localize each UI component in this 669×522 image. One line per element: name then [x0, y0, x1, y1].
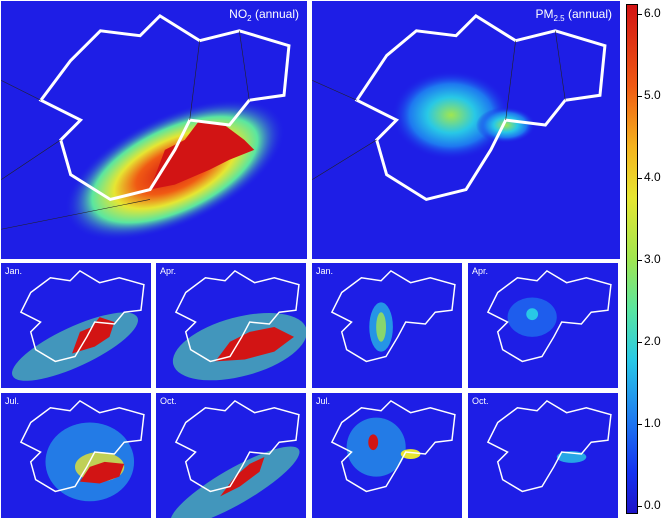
panel-pm25-jul: Jul. — [311, 392, 463, 519]
colorbar-tick: 1.0 — [644, 416, 661, 430]
tick-mark — [638, 342, 642, 343]
colorbar — [626, 4, 638, 514]
map — [12, 269, 145, 381]
month-label: Apr. — [472, 266, 489, 276]
map — [172, 269, 306, 381]
tick-mark — [638, 178, 642, 179]
panel-no2-jan: Jan. — [0, 262, 152, 389]
month-label: Jan. — [316, 266, 334, 276]
panel-title-pm25: PM2.5 (annual) — [535, 7, 613, 23]
panel-pm25-annual: PM2.5 (annual) — [311, 0, 621, 260]
month-label: Oct. — [472, 396, 489, 406]
colorbar-tick: 6.0 — [644, 6, 661, 20]
tick-mark — [638, 14, 642, 15]
colorbar-tick: 2.0 — [644, 334, 661, 348]
panel-no2-annual: NO2 (annual) — [0, 0, 308, 260]
boundary-lines — [312, 30, 566, 180]
map — [170, 399, 300, 518]
month-label: Jan. — [5, 266, 23, 276]
boundary-lines — [1, 30, 250, 230]
tick-mark — [638, 260, 642, 261]
panel-no2-oct: Oct. — [155, 392, 307, 519]
panel-pm25-apr: Apr. — [467, 262, 619, 389]
month-label: Apr. — [160, 266, 177, 276]
panel-no2-apr: Apr. — [155, 262, 307, 389]
panel-pm25-oct: Oct. — [467, 392, 619, 519]
colorbar-tick: 5.0 — [644, 88, 661, 102]
colorbar-tick: 4.0 — [644, 170, 661, 184]
pm25-annual-map — [312, 13, 607, 202]
pm25-plume-2 — [475, 107, 536, 143]
month-label: Oct. — [160, 396, 177, 406]
map — [486, 269, 612, 363]
pm25-plume — [391, 70, 511, 160]
no2-hotspot — [150, 120, 255, 190]
colorbar-tick: 0.0 — [644, 498, 661, 512]
panel-pm25-jan: Jan. — [311, 262, 463, 389]
tick-mark — [638, 506, 642, 507]
month-label: Jul. — [316, 396, 331, 406]
panel-no2-jul: Jul. — [0, 392, 152, 519]
panel-title-no2: NO2 (annual) — [229, 7, 299, 23]
map — [486, 399, 612, 493]
month-label: Jul. — [5, 396, 20, 406]
colorbar-tick: 3.0 — [644, 252, 661, 266]
tick-mark — [638, 96, 642, 97]
map — [330, 399, 456, 493]
map — [330, 269, 456, 363]
region-outline — [354, 13, 607, 202]
map — [19, 399, 145, 502]
no2-annual-map — [1, 13, 291, 241]
tick-mark — [638, 424, 642, 425]
